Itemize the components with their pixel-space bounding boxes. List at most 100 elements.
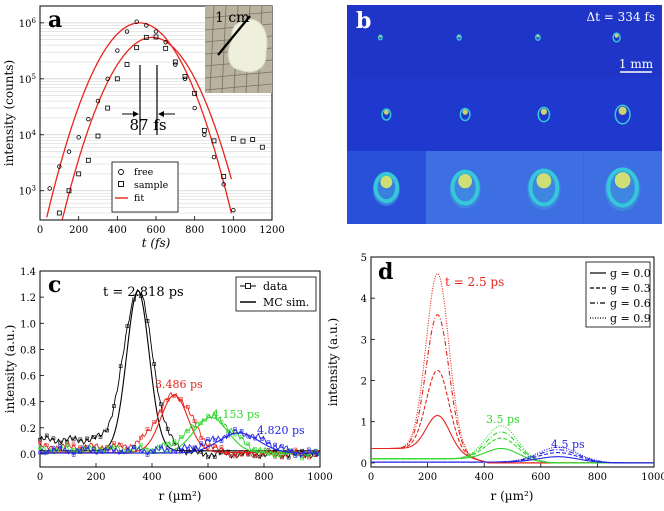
panel-c-legend: data MC sim. (235, 276, 317, 312)
free-point (163, 40, 168, 45)
scale-line (217, 15, 251, 56)
x-tick-label: 800 (185, 225, 204, 236)
data-marker (172, 394, 177, 398)
data-marker (219, 445, 224, 449)
data-marker (85, 436, 89, 441)
data-marker (253, 447, 257, 451)
mc-sim-curve (40, 432, 320, 454)
camera-tile (504, 5, 584, 78)
data-marker (145, 318, 150, 323)
data-marker (71, 453, 76, 457)
y-tick-label: 1.4 (20, 267, 36, 278)
data-marker (226, 433, 230, 438)
model-curve-g3 (371, 272, 654, 464)
beam-hotspot (614, 172, 631, 189)
data-marker (165, 441, 170, 446)
y-tick-label: 0.0 (20, 450, 36, 461)
data-curve (39, 391, 319, 460)
sample-photo-inset: 1 cm (204, 5, 273, 94)
data-marker (58, 444, 62, 449)
label-d-25: t = 2.5 ps (445, 275, 504, 289)
beam-ring (459, 107, 471, 122)
legend-g00: g = 0.0 (610, 267, 651, 280)
panel-d-ylabel: intensity (a.u.) (326, 318, 340, 407)
data-marker (51, 446, 56, 450)
data-marker (152, 449, 157, 453)
camera-tile (347, 5, 426, 78)
x-tick-label: 0 (37, 225, 43, 236)
data-marker (112, 404, 116, 408)
data-marker (306, 453, 311, 458)
data-marker (105, 449, 109, 453)
sample-point (134, 45, 140, 51)
label-4153: 4.153 ps (212, 408, 260, 421)
data-marker (58, 440, 62, 445)
panel-a-ylabel: intensity (counts) (2, 60, 16, 166)
sample-point (221, 174, 227, 179)
data-marker (239, 452, 244, 457)
data-marker (253, 436, 257, 441)
sample-point (201, 127, 207, 133)
sample-point (230, 136, 236, 142)
panel-c-ylabel: intensity (a.u.) (3, 325, 17, 414)
data-marker (300, 456, 304, 461)
data-marker (91, 447, 96, 451)
sample-point (250, 137, 256, 142)
sample-point (192, 90, 198, 96)
data-marker (286, 455, 291, 460)
free-point (66, 149, 72, 154)
free-point (202, 132, 207, 137)
sample-point (76, 171, 82, 177)
data-marker (199, 421, 204, 425)
free-point (144, 23, 149, 28)
x-tick-label: 600 (531, 472, 550, 483)
y-tick-label: 0.2 (20, 424, 36, 435)
x-tick-label: 400 (108, 225, 127, 236)
data-marker (159, 409, 163, 413)
free-point (86, 116, 91, 122)
panel-a-fit-curves (46, 22, 233, 221)
data-marker (152, 420, 157, 424)
x-tick-label: 1200 (259, 225, 284, 236)
sample-point (105, 105, 111, 111)
legend-g06: g = 0.6 (610, 297, 651, 310)
data-marker (172, 449, 177, 454)
data-marker (239, 429, 244, 433)
data-marker (44, 443, 49, 448)
free-point (47, 186, 52, 191)
data-marker (98, 449, 103, 454)
free-point (105, 76, 110, 82)
beam-ring (612, 32, 621, 43)
data-marker (192, 419, 197, 423)
free-point (173, 62, 178, 67)
beam-hotspot (380, 175, 393, 189)
data-marker (132, 445, 136, 449)
data-marker (239, 435, 244, 440)
data-marker (259, 449, 264, 454)
data-marker (266, 452, 271, 457)
data-marker (71, 437, 76, 442)
data-marker (145, 447, 150, 452)
x-tick-label: 200 (69, 225, 88, 236)
beam-hotspot (540, 108, 547, 115)
data-marker (199, 436, 204, 440)
data-marker (179, 435, 183, 439)
data-marker (192, 445, 197, 450)
data-marker (78, 437, 83, 442)
legend-sample-label: sample (134, 180, 169, 191)
beam-ring (606, 167, 639, 208)
data-marker (179, 397, 183, 401)
free-point (57, 164, 62, 169)
data-marker (206, 413, 210, 418)
beam-hotspot (458, 174, 473, 189)
free-point (221, 182, 226, 187)
data-marker (293, 454, 298, 458)
data-marker (226, 451, 230, 455)
label-3486: 3.486 ps (155, 378, 203, 391)
legend-mc-label: MC sim. (263, 296, 309, 309)
free-point (231, 207, 236, 213)
free-point (124, 29, 130, 34)
beam-ring (534, 34, 541, 41)
data-marker (51, 436, 56, 441)
